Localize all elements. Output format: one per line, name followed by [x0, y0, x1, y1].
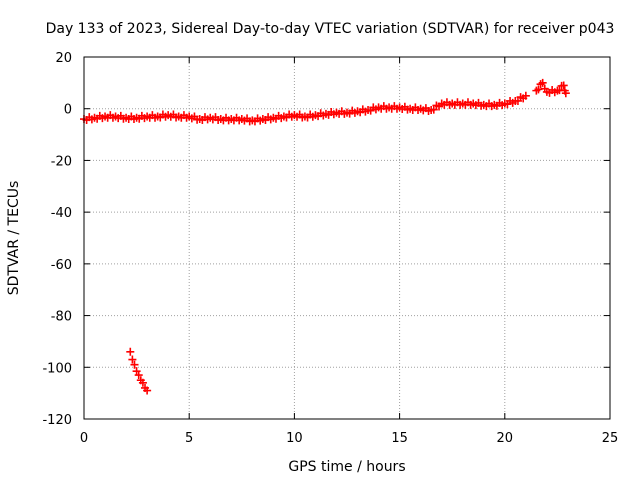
series-late-segments: [532, 78, 570, 98]
data-point-marker: [126, 347, 135, 356]
data-series: [80, 78, 570, 395]
y-tick-label: 0: [64, 103, 72, 118]
data-point-marker: [128, 355, 137, 364]
x-axis-label: GPS time / hours: [288, 459, 405, 475]
data-point-marker: [521, 91, 530, 100]
data-point-marker: [559, 81, 568, 90]
data-point-marker: [138, 378, 147, 387]
y-axis-label: SDTVAR / TECUs: [6, 181, 22, 296]
data-point-marker: [143, 386, 152, 395]
x-tick-label: 15: [391, 431, 408, 446]
x-tick-label: 25: [602, 431, 619, 446]
y-tick-label: -20: [51, 154, 72, 169]
series-main-trace: [80, 91, 530, 126]
chart-title: Day 133 of 2023, Sidereal Day-to-day VTE…: [46, 21, 615, 37]
y-tick-label: -60: [51, 258, 72, 273]
x-tick-label: 10: [286, 431, 303, 446]
plot-frame: [83, 56, 611, 420]
y-tick-label: -100: [42, 361, 72, 376]
x-tick-label: 20: [497, 431, 514, 446]
y-tick-label: -120: [42, 413, 72, 428]
x-tick-label: 0: [80, 431, 88, 446]
y-tick-label: 20: [55, 51, 72, 66]
x-tick-label: 5: [185, 431, 193, 446]
data-point-marker: [134, 371, 143, 380]
series-outlier-trace: [126, 347, 152, 395]
data-point-marker: [130, 360, 139, 369]
grid: [84, 57, 610, 419]
data-point-marker: [429, 105, 438, 114]
data-point-marker: [538, 78, 547, 87]
axis-ticks: 0 5 10 15 20 25 -120 -100 -80 -60 -40 -20 0 20: [42, 51, 618, 446]
y-tick-label: -40: [51, 206, 72, 221]
y-tick-label: -80: [51, 310, 72, 325]
data-point-marker: [561, 89, 570, 98]
